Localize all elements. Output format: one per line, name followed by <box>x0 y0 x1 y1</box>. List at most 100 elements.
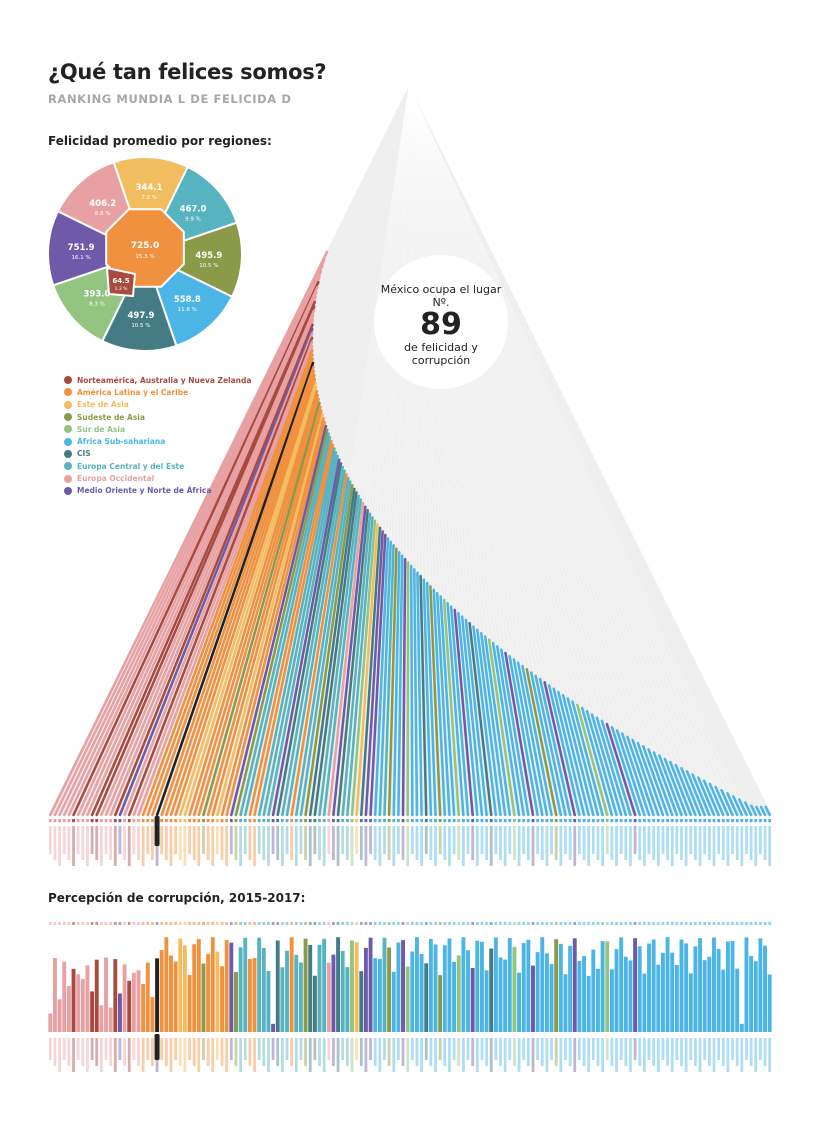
corruption-label-mark <box>137 1038 140 1066</box>
corruption-value-mark <box>276 922 280 925</box>
legend-item: Europa Central y del Este <box>64 460 251 472</box>
happiness-label-mark <box>387 826 391 860</box>
happiness-tick <box>327 819 331 823</box>
happiness-label-mark <box>350 826 354 866</box>
happiness-tick <box>424 819 428 823</box>
corruption-bar <box>377 958 382 1032</box>
corruption-value-mark <box>285 922 289 925</box>
happiness-line <box>53 258 326 817</box>
corruption-bar <box>549 964 554 1032</box>
happiness-tick <box>647 819 651 823</box>
happiness-label-mark <box>141 826 145 866</box>
happiness-line <box>580 706 614 817</box>
happiness-tick <box>364 819 368 823</box>
corruption-value-mark <box>545 922 549 925</box>
happiness-line <box>118 327 314 817</box>
happiness-tick <box>387 819 391 823</box>
corruption-label-mark <box>698 1038 702 1072</box>
happiness-tick <box>197 819 201 823</box>
corruption-value-mark <box>652 922 656 925</box>
corruption-value-mark <box>373 922 377 925</box>
triangle-fan-line <box>408 84 466 816</box>
corruption-label-mark <box>410 1038 414 1060</box>
corruption-label-mark <box>225 1038 229 1072</box>
corruption-label-mark <box>178 1038 182 1066</box>
corruption-bar <box>113 959 118 1032</box>
corruption-value-mark <box>461 922 465 925</box>
happiness-line <box>392 550 401 817</box>
corruption-value-mark <box>717 922 721 925</box>
corruption-bar <box>57 999 62 1032</box>
corruption-bar <box>679 939 684 1032</box>
happiness-label-mark <box>540 826 544 860</box>
happiness-line <box>369 533 387 817</box>
corruption-label-mark <box>754 1038 758 1072</box>
happiness-label-mark <box>568 826 572 860</box>
corruption-label-mark <box>127 1038 131 1072</box>
corruption-value-mark <box>526 922 530 925</box>
happiness-line <box>188 389 319 817</box>
corruption-bar <box>568 945 573 1032</box>
happiness-label-mark <box>359 826 363 860</box>
corruption-bar <box>336 937 341 1032</box>
corruption-value-mark <box>689 922 693 925</box>
corruption-label-mark <box>443 1038 447 1066</box>
mexico-corruption-marker <box>154 1034 160 1060</box>
happiness-tick <box>81 819 85 823</box>
triangle-fan-line <box>408 84 536 816</box>
happiness-tick <box>350 819 354 823</box>
corruption-label-mark <box>434 1038 437 1072</box>
happiness-line <box>220 417 325 817</box>
corruption-value-mark <box>745 922 748 925</box>
corruption-label-mark <box>257 1038 261 1060</box>
happiness-line <box>127 336 314 817</box>
happiness-line <box>552 687 586 817</box>
corruption-value-mark <box>675 922 679 925</box>
corruption-label-mark <box>550 1038 553 1060</box>
corruption-label-mark <box>452 1038 456 1060</box>
happiness-tick <box>559 819 563 823</box>
corruption-value-mark <box>434 922 437 925</box>
corruption-bar <box>642 973 647 1032</box>
corruption-value-mark <box>378 922 382 925</box>
happiness-line <box>416 571 423 817</box>
happiness-label-mark <box>95 826 99 860</box>
happiness-line <box>726 792 739 817</box>
corruption-label-mark <box>262 1038 266 1066</box>
happiness-line <box>350 519 377 817</box>
happiness-tick <box>229 819 233 823</box>
corruption-label-mark <box>526 1038 530 1066</box>
happiness-line <box>318 494 360 817</box>
corruption-value-mark <box>299 922 303 925</box>
corruption-label-mark <box>206 1038 210 1066</box>
happiness-label-mark <box>299 826 303 854</box>
happiness-label-mark <box>271 826 275 854</box>
corruption-label-mark <box>164 1038 168 1066</box>
happiness-label-mark <box>587 826 591 866</box>
corruption-value-mark <box>619 922 623 925</box>
legend-swatch <box>64 425 72 434</box>
corruption-value-mark <box>642 922 646 925</box>
legend-swatch <box>64 474 72 483</box>
corruption-bar <box>298 962 303 1032</box>
triangle-background <box>48 85 772 815</box>
pie-slice-percent: 10.5 % <box>131 323 150 329</box>
happiness-tick <box>322 819 326 823</box>
triangle-fan-line <box>408 84 616 816</box>
triangle-fan-line <box>354 84 410 816</box>
corruption-label-mark <box>494 1038 498 1060</box>
happiness-label-mark <box>494 826 498 854</box>
corruption-value-mark <box>448 922 451 925</box>
corruption-title: Percepción de corrupción, 2015-2017: <box>48 891 306 905</box>
happiness-label-mark <box>127 826 131 866</box>
triangle-fan-line <box>408 84 486 816</box>
happiness-line <box>691 773 711 817</box>
corruption-value-mark <box>401 922 405 925</box>
happiness-tick <box>763 819 767 823</box>
corruption-bar <box>247 959 252 1032</box>
happiness-label-mark <box>401 826 405 860</box>
corruption-bar <box>261 948 266 1032</box>
corruption-value-mark <box>731 922 734 925</box>
corruption-value-mark <box>406 922 410 925</box>
happiness-label-mark <box>355 826 359 854</box>
